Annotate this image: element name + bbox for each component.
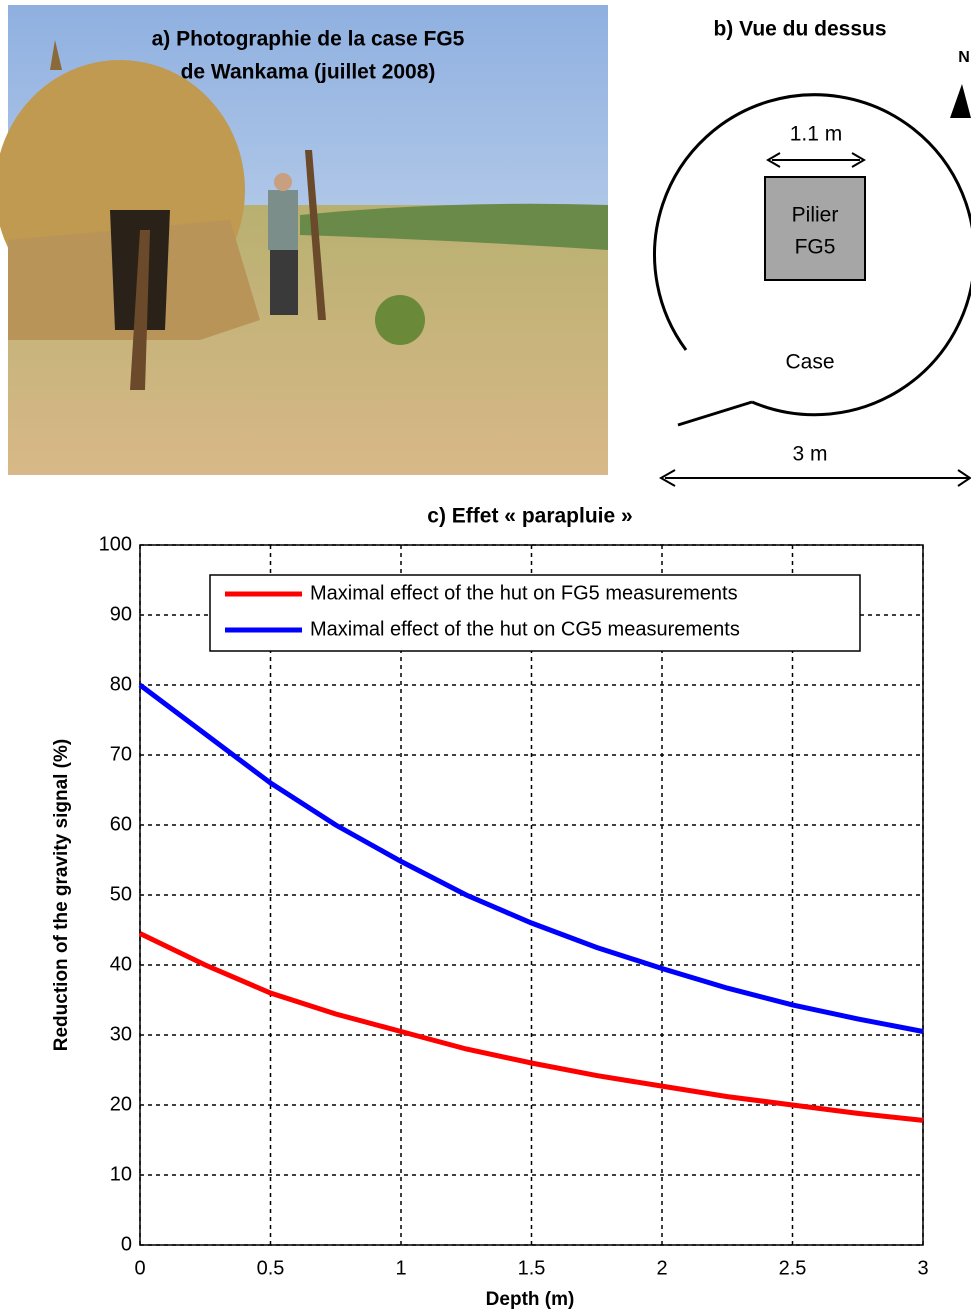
- north-label: N: [958, 49, 970, 66]
- photo-caption: a) Photographie de la case FG5: [152, 28, 465, 51]
- x-tick-label: 0.5: [257, 1257, 285, 1279]
- y-tick-label: 90: [110, 603, 132, 625]
- diagram: [653, 84, 971, 487]
- legend-label: Maximal effect of the hut on CG5 measure…: [310, 618, 740, 640]
- x-tick-label: 3: [917, 1257, 928, 1279]
- y-tick-label: 30: [110, 1023, 132, 1045]
- y-tick-label: 50: [110, 883, 132, 905]
- y-tick-label: 10: [110, 1163, 132, 1185]
- y-tick-label: 20: [110, 1093, 132, 1115]
- x-tick-label: 0: [134, 1257, 145, 1279]
- y-tick-label: 100: [99, 533, 132, 555]
- pillar-width: 1.1 m: [790, 123, 843, 146]
- chart-title: c) Effet « parapluie »: [427, 505, 632, 528]
- pillar-label: Pilier: [792, 204, 839, 227]
- y-tick-label: 0: [121, 1233, 132, 1255]
- pillar-label: FG5: [795, 236, 836, 259]
- x-tick-label: 1: [395, 1257, 406, 1279]
- x-tick-label: 2: [656, 1257, 667, 1279]
- y-tick-label: 80: [110, 673, 132, 695]
- hut-width: 3 m: [792, 443, 827, 466]
- legend-label: Maximal effect of the hut on FG5 measure…: [310, 582, 738, 604]
- photo-caption: de Wankama (juillet 2008): [181, 61, 436, 84]
- x-tick-label: 1.5: [518, 1257, 546, 1279]
- data-line: [138, 683, 924, 1034]
- diagram-title: b) Vue du dessus: [713, 18, 886, 41]
- y-tick-label: 70: [110, 743, 132, 765]
- y-tick-label: 40: [110, 953, 132, 975]
- x-axis-label: Depth (m): [486, 1289, 575, 1310]
- y-tick-label: 60: [110, 813, 132, 835]
- legend-box: [209, 574, 861, 652]
- y-axis-label: Reduction of the gravity signal (%): [51, 739, 72, 1051]
- x-tick-label: 2.5: [779, 1257, 807, 1279]
- hut-label: Case: [785, 351, 834, 374]
- data-line: [138, 931, 924, 1123]
- plot-frame: [139, 544, 924, 1246]
- photo: [0, 5, 608, 475]
